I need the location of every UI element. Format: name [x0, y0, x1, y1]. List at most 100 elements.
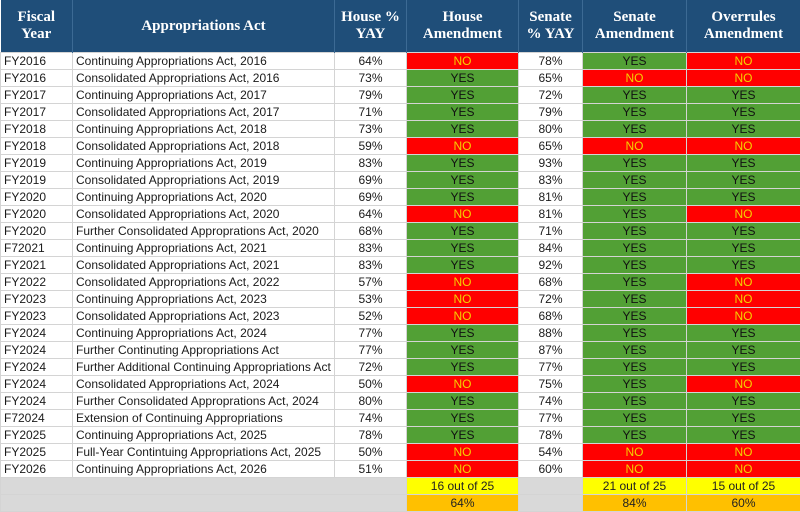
overrules-amendment-cell: NO — [687, 461, 800, 478]
overrules-amendment-cell: YES — [687, 257, 800, 274]
fiscal-year-cell: FY2019 — [1, 172, 73, 189]
house-amendment-cell: NO — [407, 461, 519, 478]
act-name-cell: Consolidated Appropriations Act, 2016 — [73, 70, 335, 87]
overrules-amendment-cell: NO — [687, 291, 800, 308]
house-pct-cell: 51% — [335, 461, 407, 478]
overrules-amendment-cell: YES — [687, 427, 800, 444]
overrules-amendment-cell: YES — [687, 223, 800, 240]
overrules-amendment-cell: NO — [687, 444, 800, 461]
house-pct-cell: 59% — [335, 138, 407, 155]
house-pct-cell: 80% — [335, 393, 407, 410]
house-amendment-cell: YES — [407, 223, 519, 240]
overrules-amendment-cell: YES — [687, 342, 800, 359]
senate-pct-cell: 77% — [519, 359, 583, 376]
overrules-amendment-cell: NO — [687, 274, 800, 291]
senate-pct-cell: 65% — [519, 138, 583, 155]
senate-amendment-cell: YES — [583, 172, 687, 189]
senate-amendment-cell: YES — [583, 325, 687, 342]
house-pct-cell: 79% — [335, 87, 407, 104]
senate-amendment-cell: YES — [583, 376, 687, 393]
house-amendment-cell: YES — [407, 104, 519, 121]
overrules-amendment-cell: YES — [687, 172, 800, 189]
senate-amendment-cell: YES — [583, 291, 687, 308]
fiscal-year-cell: FY2020 — [1, 189, 73, 206]
fiscal-year-cell: FY2024 — [1, 376, 73, 393]
house-amendment-cell: YES — [407, 359, 519, 376]
house-amendment-cell: NO — [407, 444, 519, 461]
senate-pct-cell: 83% — [519, 172, 583, 189]
act-name-cell: Consolidated Appropriations Act, 2022 — [73, 274, 335, 291]
senate-pct-cell: 78% — [519, 53, 583, 70]
house-pct-cell: 77% — [335, 342, 407, 359]
house-pct-cell: 71% — [335, 104, 407, 121]
act-name-cell: Continuing Appropriations Act, 2021 — [73, 240, 335, 257]
act-name-cell: Continuing Appropriations Act, 2025 — [73, 427, 335, 444]
senate-amendment-cell: YES — [583, 189, 687, 206]
senate-amendment-cell: YES — [583, 104, 687, 121]
act-name-cell: Continuing Appropriations Act, 2024 — [73, 325, 335, 342]
overrules-yes-percent: 60% — [687, 495, 800, 512]
house-amendment-cell: NO — [407, 308, 519, 325]
house-amendment-cell: NO — [407, 206, 519, 223]
senate-amendment-cell: NO — [583, 444, 687, 461]
house-amendment-cell: YES — [407, 393, 519, 410]
house-pct-cell: 83% — [335, 240, 407, 257]
act-name-cell: Consolidated Appropriations Act, 2024 — [73, 376, 335, 393]
senate-pct-cell: 75% — [519, 376, 583, 393]
overrules-amendment-cell: YES — [687, 104, 800, 121]
act-name-cell: Continuing Appropriations Act, 2026 — [73, 461, 335, 478]
act-name-cell: Continuing Appropriations Act, 2017 — [73, 87, 335, 104]
overrules-amendment-cell: NO — [687, 376, 800, 393]
overrules-amendment-cell: YES — [687, 87, 800, 104]
house-pct-cell: 69% — [335, 189, 407, 206]
house-amendment-cell: YES — [407, 257, 519, 274]
act-name-cell: Further Consolidated Approprations Act, … — [73, 223, 335, 240]
senate-pct-cell: 54% — [519, 444, 583, 461]
senate-amendment-cell: YES — [583, 206, 687, 223]
senate-pct-cell: 87% — [519, 342, 583, 359]
overrules-amendment-cell: YES — [687, 393, 800, 410]
summary-blank — [1, 495, 407, 512]
house-amendment-cell: YES — [407, 325, 519, 342]
senate-pct-cell: 79% — [519, 104, 583, 121]
house-amendment-cell: YES — [407, 189, 519, 206]
senate-pct-cell: 81% — [519, 189, 583, 206]
fiscal-year-cell: FY2025 — [1, 427, 73, 444]
fiscal-year-cell: FY2018 — [1, 121, 73, 138]
house-amendment-cell: YES — [407, 172, 519, 189]
house-amendment-cell: NO — [407, 274, 519, 291]
senate-amendment-cell: YES — [583, 53, 687, 70]
overrules-yes-count: 15 out of 25 — [687, 478, 800, 495]
summary-count-row: 16 out of 25 21 out of 25 15 out of 25 — [1, 478, 800, 495]
overrules-amendment-cell: YES — [687, 410, 800, 427]
fiscal-year-cell: FY2016 — [1, 53, 73, 70]
senate-amendment-cell: YES — [583, 410, 687, 427]
house-amendment-cell: YES — [407, 70, 519, 87]
senate-pct-cell: 68% — [519, 308, 583, 325]
summary-blank — [1, 478, 407, 495]
house-amendment-cell: YES — [407, 121, 519, 138]
overrules-amendment-cell: YES — [687, 359, 800, 376]
house-pct-cell: 50% — [335, 376, 407, 393]
fiscal-year-cell: FY2023 — [1, 291, 73, 308]
house-pct-cell: 68% — [335, 223, 407, 240]
senate-pct-cell: 80% — [519, 121, 583, 138]
fiscal-year-cell: F72021 — [1, 240, 73, 257]
fiscal-year-cell: FY2019 — [1, 155, 73, 172]
house-pct-cell: 77% — [335, 325, 407, 342]
house-amendment-cell: YES — [407, 342, 519, 359]
house-amendment-cell: NO — [407, 138, 519, 155]
